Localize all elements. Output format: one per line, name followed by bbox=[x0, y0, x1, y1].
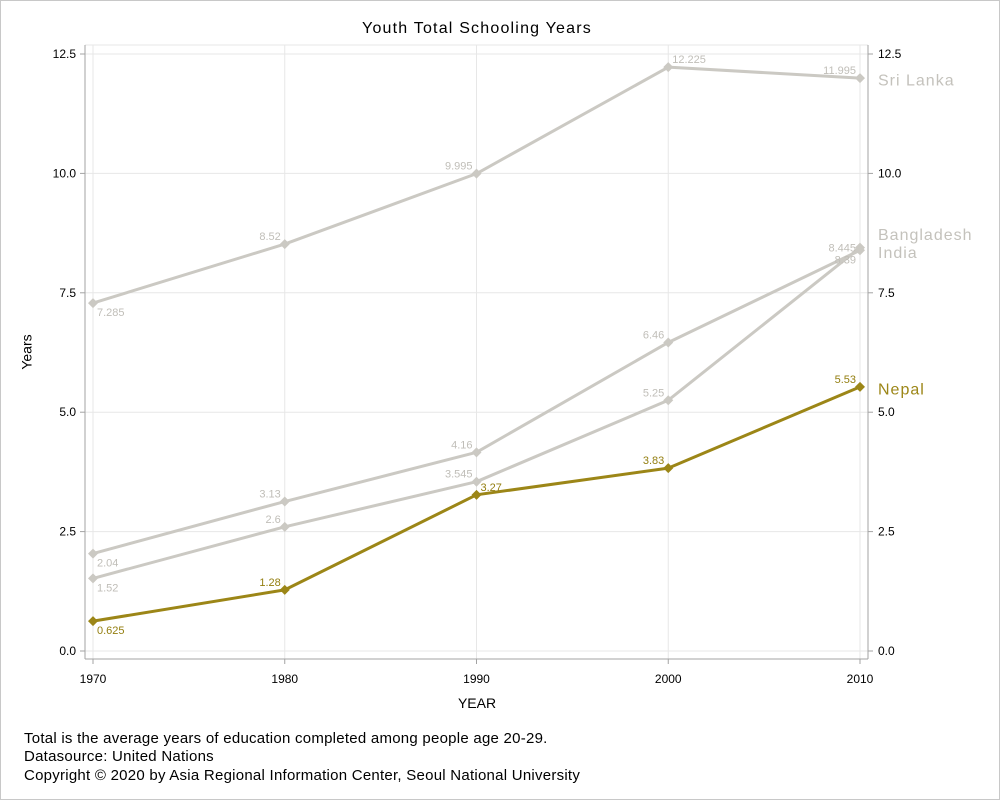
data-point-sri-lanka bbox=[279, 239, 290, 250]
x-axis: 1970 1980 1990 2000 2010 bbox=[80, 659, 874, 686]
x-tick-label: 2000 bbox=[655, 672, 682, 686]
data-label-bangladesh: 8.445 bbox=[828, 243, 856, 255]
y-tick-label-left: 7.5 bbox=[59, 286, 76, 300]
y-tick-label-left: 10.0 bbox=[53, 166, 77, 180]
x-axis-label: YEAR bbox=[458, 695, 496, 711]
x-tick-label: 2010 bbox=[847, 672, 874, 686]
data-label-bangladesh: 3.545 bbox=[445, 469, 473, 481]
data-point-sri-lanka bbox=[855, 73, 865, 84]
data-point-nepal bbox=[471, 489, 482, 500]
y-tick-label-right: 12.5 bbox=[878, 47, 902, 61]
data-label-sri-lanka: 12.225 bbox=[672, 54, 706, 66]
data-label-india: 2.04 bbox=[97, 558, 118, 570]
data-label-sri-lanka: 7.285 bbox=[97, 307, 125, 319]
data-label-india: 3.13 bbox=[259, 489, 280, 501]
footnote-datasource: Datasource: United Nations bbox=[24, 748, 214, 765]
data-point-nepal bbox=[279, 584, 290, 595]
y-tick-label-left: 12.5 bbox=[53, 47, 77, 61]
y-tick-label-right: 2.5 bbox=[878, 525, 895, 539]
x-tick-label: 1970 bbox=[80, 672, 107, 686]
data-label-nepal: 3.83 bbox=[643, 455, 664, 467]
data-label-nepal: 3.27 bbox=[481, 482, 502, 494]
y-axis-label: Years bbox=[19, 334, 35, 369]
data-point-bangladesh bbox=[279, 521, 290, 532]
footnote-description: Total is the average years of education … bbox=[24, 730, 548, 747]
data-point-sri-lanka bbox=[471, 168, 482, 179]
data-point-sri-lanka bbox=[88, 298, 98, 309]
data-label-sri-lanka: 11.995 bbox=[823, 65, 856, 77]
data-label-nepal: 0.625 bbox=[97, 625, 125, 637]
data-point-bangladesh bbox=[663, 395, 674, 406]
y-tick-label-right: 10.0 bbox=[878, 166, 902, 180]
y-tick-label-right: 7.5 bbox=[878, 286, 895, 300]
chart-title: Youth Total Schooling Years bbox=[362, 20, 592, 37]
y-tick-label-left: 5.0 bbox=[59, 405, 76, 419]
end-label-bangladesh: Bangladesh bbox=[878, 227, 973, 244]
data-label-sri-lanka: 8.52 bbox=[259, 231, 280, 243]
end-label-nepal: Nepal bbox=[878, 381, 925, 398]
data-point-india bbox=[471, 447, 482, 458]
data-label-nepal: 5.53 bbox=[835, 374, 856, 386]
y-tick-label-right: 5.0 bbox=[878, 405, 895, 419]
x-tick-label: 1990 bbox=[463, 672, 490, 686]
y-tick-label-left: 0.0 bbox=[59, 644, 76, 658]
data-point-nepal bbox=[88, 616, 98, 627]
data-label-nepal: 1.28 bbox=[259, 577, 280, 589]
end-label-sri-lanka: Sri Lanka bbox=[878, 73, 955, 90]
y-axis-right: 0.0 2.5 5.0 7.5 10.0 12.5 bbox=[868, 47, 902, 658]
x-tick-label: 1980 bbox=[271, 672, 298, 686]
data-point-bangladesh bbox=[471, 476, 482, 487]
data-point-nepal bbox=[663, 463, 674, 474]
data-point-sri-lanka bbox=[663, 62, 674, 73]
data-point-india bbox=[855, 245, 865, 256]
data-label-sri-lanka: 9.995 bbox=[445, 161, 473, 173]
data-point-india bbox=[663, 337, 674, 348]
data-label-bangladesh: 5.25 bbox=[643, 387, 664, 399]
data-label-india: 8.39 bbox=[835, 254, 856, 266]
data-point-india bbox=[279, 496, 290, 507]
footnote-copyright: Copyright © 2020 by Asia Regional Inform… bbox=[24, 767, 580, 784]
data-label-india: 6.46 bbox=[643, 329, 664, 341]
data-point-nepal bbox=[855, 381, 865, 392]
data-labels: 7.285 8.52 9.995 12.225 11.995 1.52 2.6 3.545 5.… bbox=[97, 54, 856, 637]
y-tick-label-left: 2.5 bbox=[59, 525, 76, 539]
data-label-bangladesh: 1.52 bbox=[97, 582, 118, 594]
data-label-bangladesh: 2.6 bbox=[265, 514, 280, 526]
data-point-bangladesh bbox=[88, 573, 98, 584]
data-label-india: 4.16 bbox=[451, 439, 472, 451]
end-label-india: India bbox=[878, 245, 918, 262]
data-point-india bbox=[88, 548, 98, 559]
series-lines bbox=[88, 62, 865, 627]
y-tick-label-right: 0.0 bbox=[878, 644, 895, 658]
y-axis-left: 0.0 2.5 5.0 7.5 10.0 12.5 bbox=[53, 47, 85, 658]
